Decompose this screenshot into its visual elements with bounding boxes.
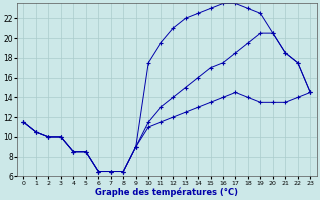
X-axis label: Graphe des températures (°C): Graphe des températures (°C)	[95, 187, 238, 197]
